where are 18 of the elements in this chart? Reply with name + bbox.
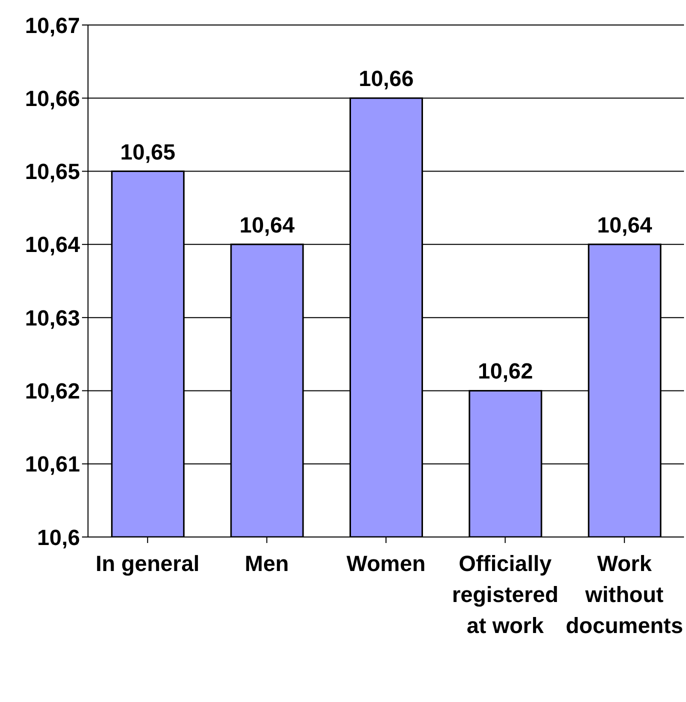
y-tick-label: 10,67 (24, 12, 80, 38)
y-tick-label: 10,62 (24, 378, 80, 404)
x-tick-label: In general (96, 551, 200, 576)
y-tick-label: 10,6 (37, 524, 80, 550)
y-tick-label: 10,64 (24, 232, 81, 258)
y-tick-label: 10,65 (24, 159, 80, 184)
y-tick-label: 10,63 (24, 305, 80, 330)
x-tick-label: Men (244, 551, 289, 576)
x-tick-label: Work without documents (566, 551, 684, 638)
data-label: 10,66 (358, 66, 414, 92)
data-label: 10,64 (597, 212, 653, 238)
data-label: 10,65 (120, 139, 176, 164)
x-tick-label: Officially registered at work (452, 551, 558, 638)
y-tick-label: 10,61 (24, 452, 80, 477)
y-tick-label: 10,66 (24, 86, 80, 111)
data-label: 10,62 (478, 358, 533, 384)
data-label: 10,64 (240, 212, 296, 238)
x-tick-label: Women (346, 551, 426, 576)
